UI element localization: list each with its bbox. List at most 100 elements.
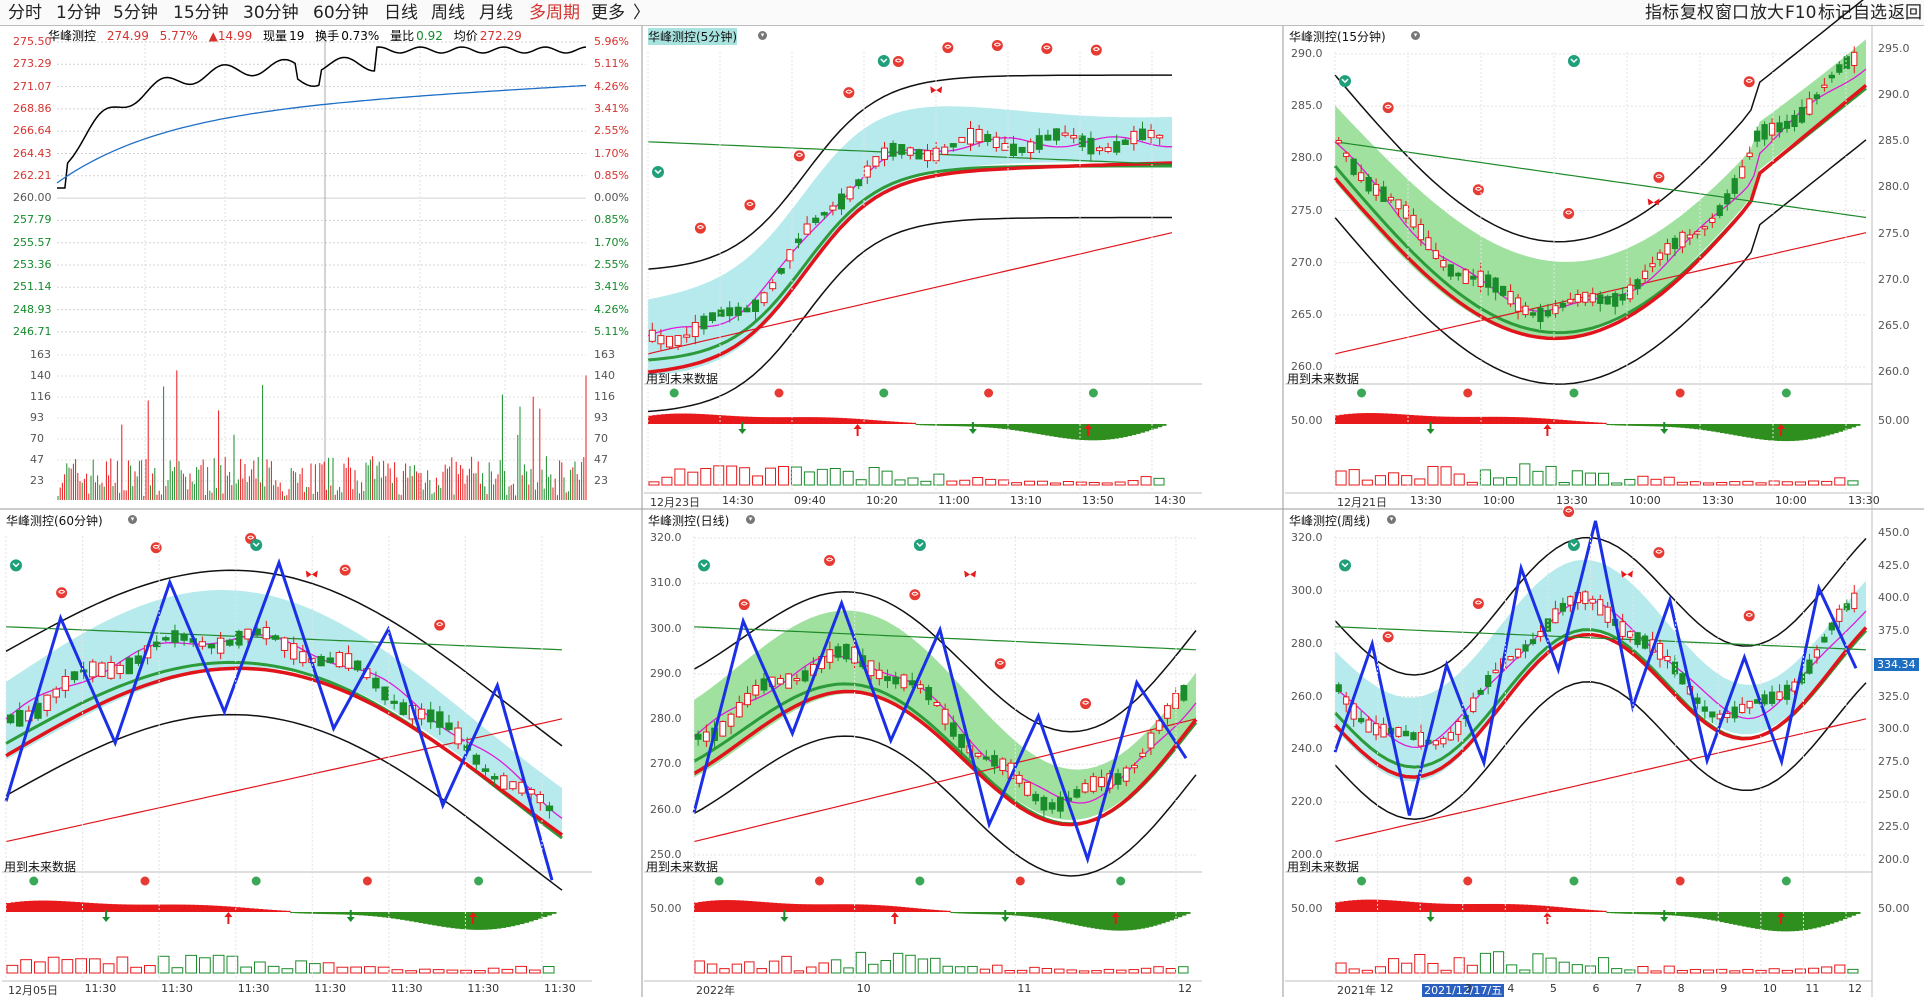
wave-bar (542, 912, 548, 918)
adjust-button[interactable]: 复权 (1680, 3, 1714, 23)
wave-bar (1658, 424, 1664, 427)
wave-bar (846, 904, 852, 912)
candle-body (1709, 711, 1716, 718)
tab-monthly[interactable]: 月线 (479, 3, 513, 23)
panel-settings-icon[interactable]: ▾ (758, 31, 767, 40)
wave-bar (404, 912, 410, 921)
wave-bar (1132, 912, 1137, 930)
back-button[interactable]: 返回 (1888, 3, 1922, 23)
candle-body (1470, 275, 1477, 280)
panel-title[interactable]: 华峰测控(15分钟) (1289, 30, 1386, 44)
histogram-bar (1611, 482, 1623, 486)
candle-body (372, 677, 380, 689)
candle-body (700, 315, 708, 330)
wave-bar (695, 413, 701, 424)
wave-bar (129, 904, 135, 912)
tab-1min[interactable]: 1分钟 (56, 3, 101, 23)
candle-body (1343, 152, 1350, 158)
tab-60min[interactable]: 60分钟 (313, 3, 369, 23)
wave-bar (850, 418, 856, 424)
tab-weekly[interactable]: 周线 (431, 3, 465, 23)
candle-body (180, 634, 188, 641)
x-axis-label: 10:20 (866, 494, 898, 507)
histogram-bar (942, 965, 953, 974)
candle-body (744, 692, 751, 706)
histogram-bar (868, 466, 880, 486)
mark-button[interactable]: 标记 (1818, 3, 1852, 23)
vol-scale-label: 23 (30, 474, 44, 487)
f10-button[interactable]: F10 (1785, 3, 1817, 23)
sub-panel-label: 用到未来数据 (4, 860, 77, 874)
wave-bar (904, 907, 910, 912)
price-scale-label: 253.36 (13, 258, 52, 271)
more-arrow-icon[interactable]: 〉 (633, 3, 650, 23)
panel-settings-icon[interactable]: ▾ (746, 515, 755, 524)
vol-scale-label-right: 93 (594, 411, 608, 424)
histogram-bar (1676, 481, 1688, 486)
wave-bar (1365, 899, 1371, 912)
wave-bar (1562, 420, 1568, 424)
candle-body (1507, 291, 1514, 305)
signal-mark (58, 589, 66, 594)
wave-bar (157, 904, 163, 912)
zoom-button[interactable]: 放大 (1750, 3, 1784, 23)
wave-bar (1807, 912, 1813, 930)
wave-bar (776, 903, 782, 912)
candle-body (719, 721, 727, 737)
histogram-bar (790, 466, 802, 486)
x-axis-label-text: 7 (1635, 982, 1643, 995)
candle-body (1679, 231, 1686, 248)
tab-30min[interactable]: 30分钟 (243, 3, 299, 23)
window-button[interactable]: 窗口 (1715, 3, 1749, 23)
wave-bar (381, 912, 387, 918)
panel-settings-icon[interactable]: ▾ (1387, 515, 1396, 524)
tab-15min[interactable]: 15分钟 (173, 3, 229, 23)
sub-signal-icon (1356, 875, 1368, 887)
wave-bar (1426, 416, 1432, 424)
wave-bar (859, 904, 864, 912)
panel-title[interactable]: 华峰测控(60分钟) (6, 514, 103, 528)
wave-bar (505, 912, 511, 928)
wave-bar (777, 417, 783, 424)
ma-long-red (693, 718, 1197, 843)
tab-timeshare[interactable]: 分时 (8, 3, 42, 23)
wave-bar (1597, 422, 1603, 424)
tab-daily[interactable]: 日线 (384, 3, 418, 23)
wave-bar (942, 910, 947, 912)
candle-body (235, 630, 243, 646)
tab-5min[interactable]: 5分钟 (113, 3, 158, 23)
wave-bar (74, 902, 80, 912)
wave-bar (1400, 414, 1406, 424)
panel-title[interactable]: 华峰测控(周线) (1289, 514, 1371, 528)
watchlist-button[interactable]: 自选 (1853, 3, 1887, 23)
histogram-bar (405, 970, 417, 974)
panel-title[interactable]: 华峰测控(5分钟) (648, 28, 737, 45)
wave-bar (714, 900, 720, 912)
sub-signal-icon (1087, 387, 1099, 399)
histogram-bar (1506, 477, 1518, 486)
candle-body (1477, 689, 1484, 695)
wave-bar (1032, 912, 1038, 918)
indicator-button[interactable]: 指标 (1645, 3, 1679, 23)
candle-body (226, 639, 234, 646)
sub-signal-icon (773, 387, 785, 399)
histogram-bar (295, 960, 307, 974)
histogram-bar (1479, 952, 1491, 974)
panel-settings-icon[interactable]: ▾ (1411, 31, 1420, 40)
candle-body (1073, 789, 1081, 798)
wave-bar (1720, 912, 1725, 923)
tab-multi-period[interactable]: 多周期 (529, 3, 580, 23)
panel-settings-icon[interactable]: ▾ (128, 515, 137, 524)
wave-bar (1781, 424, 1787, 442)
wave-bar (33, 900, 39, 912)
panel-title[interactable]: 华峰测控(日线) (648, 514, 730, 528)
wave-bar (1461, 416, 1467, 424)
wave-bar (925, 909, 931, 912)
wave-bar (1470, 416, 1476, 424)
wave-bar (1019, 424, 1025, 432)
x-axis-label-text: 2021年 (1337, 984, 1376, 997)
candle-body (1739, 703, 1746, 714)
wave-bar (1838, 912, 1843, 921)
x-axis-label-text: 13:50 (1082, 494, 1114, 507)
tab-more[interactable]: 更多 (591, 3, 625, 23)
